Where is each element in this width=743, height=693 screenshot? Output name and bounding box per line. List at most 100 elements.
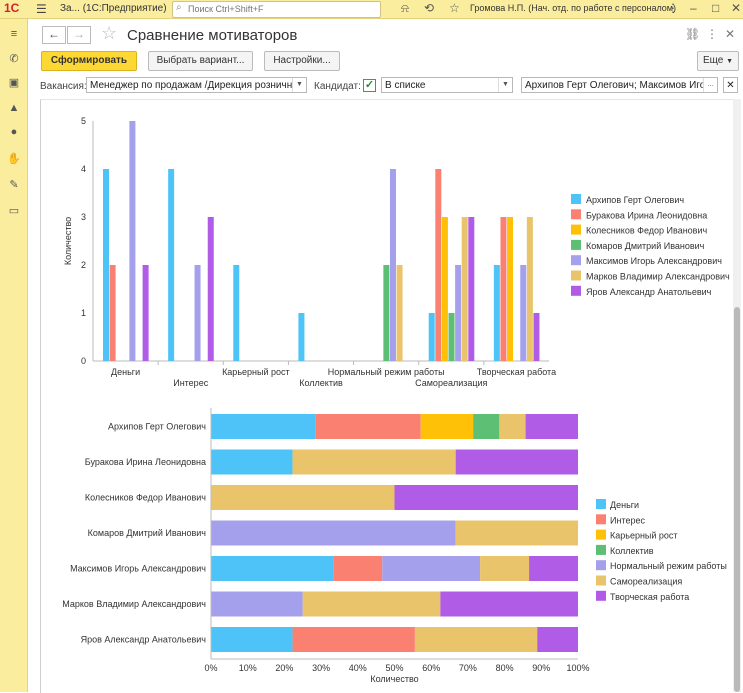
legend-swatch bbox=[596, 560, 606, 571]
vertical-scrollbar[interactable] bbox=[733, 99, 741, 692]
star-icon[interactable]: ☆ bbox=[449, 1, 460, 15]
global-search[interactable]: ⌕ bbox=[172, 1, 381, 18]
x-tick-label: 50% bbox=[385, 663, 403, 673]
filter-bar: Вакансия: Менеджер по продажам /Дирекция… bbox=[27, 75, 743, 97]
legend-label: Карьерный рост bbox=[610, 531, 678, 541]
more-vertical-icon[interactable]: ⋮ bbox=[706, 27, 718, 41]
legend-label: Творческая работа bbox=[610, 592, 689, 602]
y-tick-label: 1 bbox=[81, 308, 86, 318]
x-tick-label: 60% bbox=[422, 663, 440, 673]
menu-icon[interactable]: ≡ bbox=[10, 28, 18, 40]
x-tick-label: 20% bbox=[275, 663, 293, 673]
bar bbox=[207, 217, 214, 361]
x-tick-label: 10% bbox=[239, 663, 257, 673]
y-tick-label: 5 bbox=[81, 116, 86, 126]
back-button[interactable]: ← bbox=[42, 26, 66, 44]
bar bbox=[441, 217, 448, 361]
condition-field[interactable]: В списке ▼ bbox=[381, 77, 513, 93]
bar-segment bbox=[420, 414, 474, 439]
graduation-icon[interactable]: ▲ bbox=[8, 102, 20, 114]
bar bbox=[448, 313, 455, 361]
y-tick-label: 0 bbox=[81, 356, 86, 366]
chevron-down-icon: ▼ bbox=[726, 58, 734, 65]
bar-segment bbox=[211, 591, 303, 617]
settings-button[interactable]: Настройки... bbox=[264, 51, 340, 71]
y-tick-label: 3 bbox=[81, 212, 86, 222]
bar bbox=[298, 313, 305, 361]
form-header: ← → ☆ Сравнение мотиваторов ⛓ ⋮ ✕ bbox=[27, 19, 743, 49]
legend-swatch bbox=[596, 590, 606, 601]
link-icon[interactable]: ⛓ bbox=[685, 27, 701, 41]
phone-icon[interactable]: ✆ bbox=[9, 53, 19, 65]
minimize-icon[interactable]: – bbox=[690, 1, 697, 15]
menu-dots-icon[interactable]: ⋮ bbox=[667, 1, 679, 15]
legend-label: Деньги bbox=[610, 500, 639, 510]
bar-segment bbox=[455, 449, 578, 475]
search-input[interactable] bbox=[188, 3, 374, 15]
title-bar: 1С ☰ За... (1С:Предприятие) ⌕ ⍾ ⟲ ☆ Гром… bbox=[0, 0, 743, 19]
current-user[interactable]: Громова Н.П. (Нач. отд. по работе с перс… bbox=[470, 3, 676, 13]
more-label: Еще bbox=[702, 55, 724, 66]
legend-swatch bbox=[571, 224, 581, 235]
generate-button[interactable]: Сформировать bbox=[41, 51, 137, 71]
x-tick-label: Деньги bbox=[111, 367, 140, 377]
bar-segment bbox=[499, 414, 526, 439]
bar bbox=[461, 217, 468, 361]
condition-dropdown-icon[interactable]: ▼ bbox=[498, 78, 512, 92]
legend-swatch bbox=[571, 209, 581, 220]
legend-swatch bbox=[571, 194, 581, 204]
x-tick-label: Самореализация bbox=[415, 378, 487, 388]
clear-filter-icon[interactable]: ✕ bbox=[723, 77, 738, 93]
hamburger-icon[interactable]: ☰ bbox=[36, 2, 47, 16]
legend-swatch bbox=[596, 529, 606, 540]
bar bbox=[520, 265, 527, 361]
report-area: 0 1 2 3 4 5 Количество Деньги Интерес Карьерный р… bbox=[40, 99, 736, 693]
bar bbox=[455, 265, 462, 361]
candidates-select-icon[interactable]: … bbox=[703, 78, 717, 92]
bar-segment bbox=[211, 414, 316, 439]
grouped-bar-chart: 0 1 2 3 4 5 Количество Деньги Интерес Карьерный р… bbox=[63, 116, 730, 388]
x-tick-label: 40% bbox=[349, 663, 367, 673]
close-form-icon[interactable]: ✕ bbox=[725, 27, 736, 41]
maximize-icon[interactable]: □ bbox=[712, 1, 720, 15]
choose-variant-button[interactable]: Выбрать вариант... bbox=[148, 51, 253, 71]
bar bbox=[435, 169, 442, 361]
bar-segment bbox=[211, 485, 395, 510]
bar-segment bbox=[525, 414, 578, 439]
bell-icon[interactable]: ⍾ bbox=[401, 1, 409, 15]
vacancy-field[interactable]: Менеджер по продажам /Дирекция розничны … bbox=[86, 77, 307, 93]
legend-swatch bbox=[571, 239, 581, 250]
candidates-field[interactable]: Архипов Герт Олегович; Максимов Игорь ..… bbox=[521, 77, 718, 93]
bar-segment bbox=[211, 520, 456, 546]
legend-label: Марков Владимир Александрович bbox=[586, 272, 730, 282]
bar-segment bbox=[211, 627, 293, 652]
vacancy-dropdown-icon[interactable]: ▼ bbox=[292, 78, 306, 92]
bar bbox=[468, 217, 475, 361]
gift-icon[interactable]: ▣ bbox=[8, 77, 20, 89]
candidate-checkbox[interactable]: ✓ bbox=[363, 79, 376, 92]
more-button[interactable]: Еще ▼ bbox=[697, 51, 739, 71]
wrench-icon[interactable]: ✎ bbox=[9, 179, 19, 191]
x-tick-label: Творческая работа bbox=[477, 367, 556, 377]
favorite-star-icon[interactable]: ☆ bbox=[101, 23, 118, 43]
legend-label: Яров Александр Анатольевич bbox=[586, 287, 712, 297]
hand-icon[interactable]: ✋ bbox=[7, 153, 21, 165]
x-tick-label: Карьерный рост bbox=[222, 367, 290, 377]
legend-swatch bbox=[596, 575, 606, 586]
vacancy-value: Менеджер по продажам /Дирекция розничны bbox=[90, 80, 300, 91]
history-icon[interactable]: ⟲ bbox=[424, 1, 435, 15]
x-tick-label: 100% bbox=[566, 663, 589, 673]
close-icon[interactable]: ✕ bbox=[731, 1, 742, 15]
bar bbox=[103, 169, 109, 361]
forward-button[interactable]: → bbox=[67, 26, 91, 44]
section-sidebar: ≡ ✆ ▣ ▲ ● ✋ ✎ ▭ bbox=[0, 19, 28, 692]
x-axis-label: Количество bbox=[370, 674, 418, 684]
scrollbar-thumb[interactable] bbox=[734, 307, 740, 692]
bar bbox=[389, 169, 396, 361]
people-icon[interactable]: ● bbox=[10, 126, 18, 138]
legend-label: Архипов Герт Олегович bbox=[586, 195, 684, 205]
bar bbox=[233, 265, 240, 361]
legend-label: Максимов Игорь Александрович bbox=[586, 256, 722, 266]
page-title: Сравнение мотиваторов bbox=[127, 27, 298, 44]
card-icon[interactable]: ▭ bbox=[8, 205, 20, 217]
